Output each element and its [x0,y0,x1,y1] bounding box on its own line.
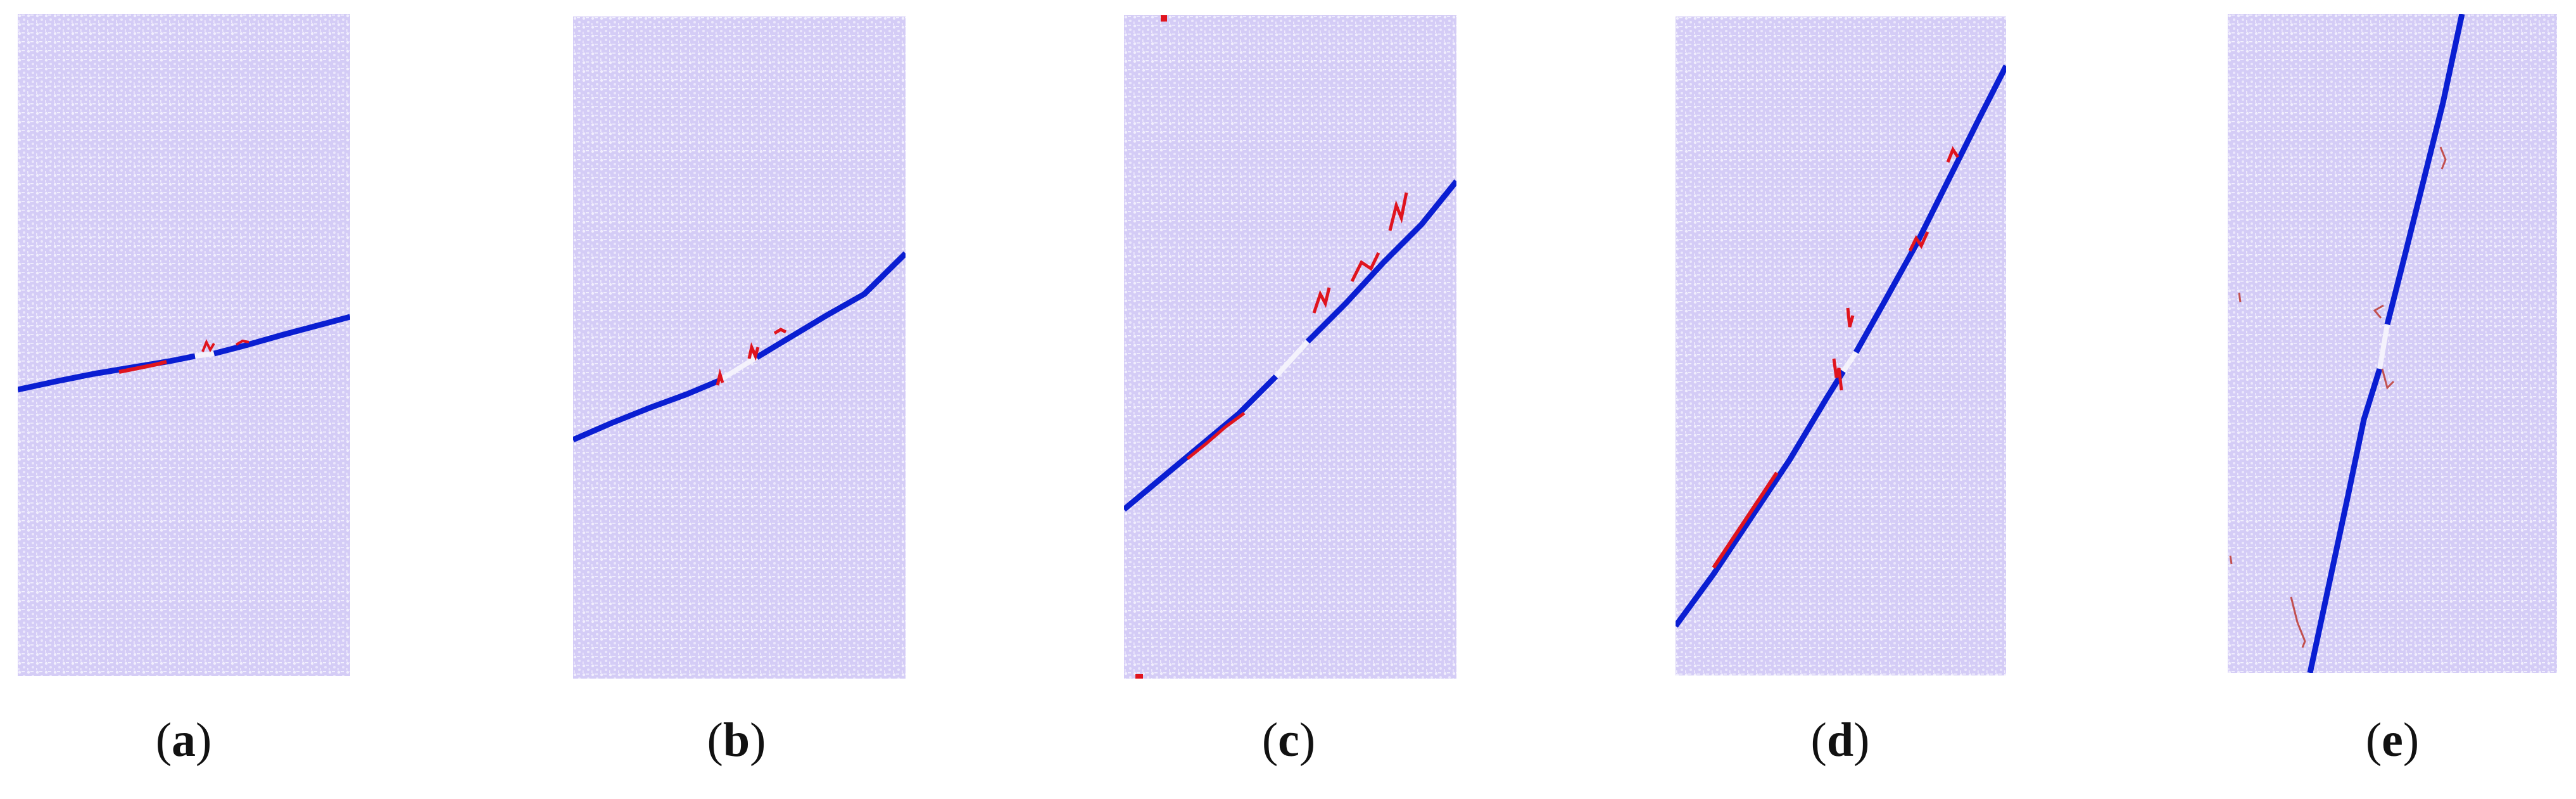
secondary-crack [1846,307,1855,328]
main-crack-left [18,353,196,393]
secondary-crack [1312,287,1331,314]
specimen-body [1676,16,2006,675]
secondary-crack [235,339,249,346]
secondary-crack [1135,674,1143,679]
specimen-panel-e [2228,14,2557,673]
crack-gap [194,351,215,359]
main-crack-right [213,314,350,357]
secondary-crack [2381,368,2395,390]
main-crack-lower [2307,368,2383,673]
secondary-crack [2373,304,2384,319]
main-crack-left [1124,374,1279,512]
secondary-crack [1946,146,1960,163]
specimen-body [18,14,350,676]
secondary-crack [1908,231,1929,252]
caption-a: (a) [155,713,212,767]
caption-letter: d [1826,713,1854,767]
specimen-panel-d [1676,16,2006,675]
caption-c: (c) [1261,713,1316,767]
secondary-crack [2439,146,2447,170]
secondary-crack [118,360,167,374]
caption-letter: c [1278,713,1299,767]
secondary-crack [2229,555,2233,565]
caption-d: (d) [1810,713,1870,767]
specimen-body [573,16,906,679]
secondary-crack [716,368,724,386]
specimen-panel-a [18,14,350,676]
caption-b: (b) [707,713,766,767]
secondary-crack [1712,471,1779,569]
caption-letter: a [172,713,196,767]
secondary-crack [201,339,215,353]
main-crack-left [573,378,720,443]
crack-gap [2377,324,2390,369]
secondary-crack [1186,411,1246,460]
specimen-body [2228,14,2557,673]
crack-gap [1274,340,1310,378]
crack-gap [717,355,759,383]
main-crack-right [755,251,906,360]
specimen-body [1124,15,1456,679]
secondary-crack [1350,252,1380,283]
caption-e: (e) [2365,713,2420,767]
main-crack-right [1853,64,2006,354]
main-crack-upper [2384,14,2465,326]
secondary-crack [2290,596,2306,648]
caption-letter: e [2382,713,2403,767]
caption-letter: b [723,713,750,767]
secondary-crack [1388,192,1408,231]
specimen-panel-b [573,16,906,679]
secondary-crack [1161,15,1167,22]
main-crack-left [1676,369,1846,628]
secondary-crack [773,328,787,335]
secondary-crack [747,342,760,361]
crack-gap [1841,350,1859,373]
specimen-panel-c [1124,15,1456,679]
secondary-crack [1832,358,1843,391]
secondary-crack [2238,292,2242,303]
main-crack-right [1305,179,1456,344]
